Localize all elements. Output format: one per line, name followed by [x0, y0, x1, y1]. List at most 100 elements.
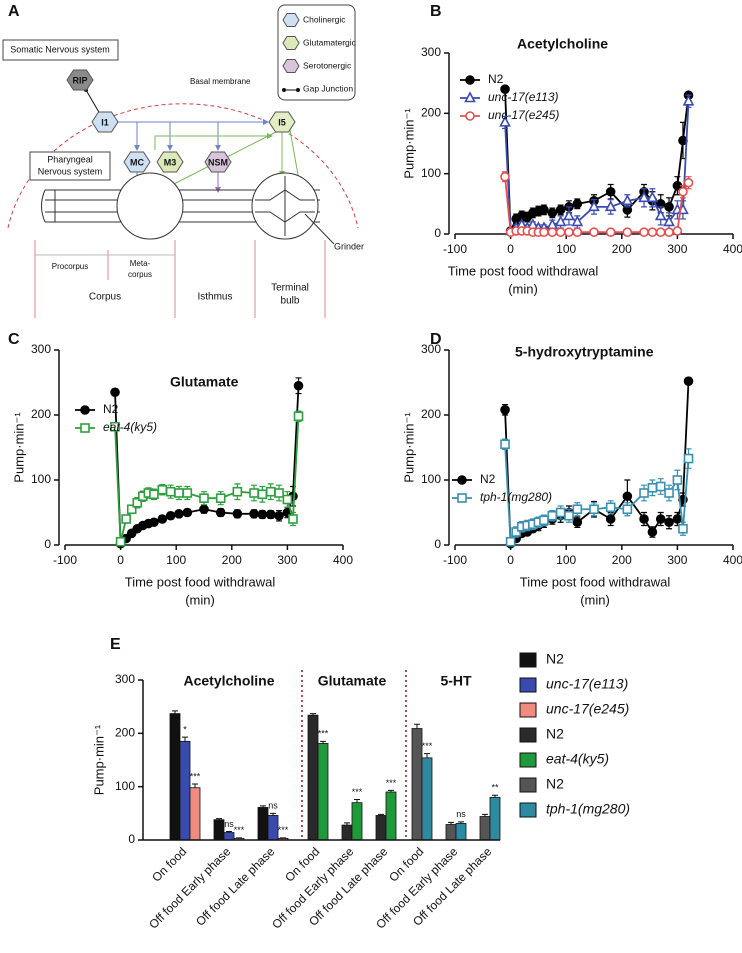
- y-tick-label: 100: [421, 472, 441, 486]
- point: [274, 510, 284, 521]
- point: [174, 508, 184, 519]
- group-title: 5-HT: [440, 673, 472, 689]
- point: [499, 115, 511, 127]
- legend-marker: [80, 423, 90, 433]
- point: [149, 489, 159, 500]
- y-axis-label: Pump·min⁻¹: [11, 412, 26, 483]
- x-tick-label: 200: [612, 553, 632, 567]
- y-tick-label: 100: [31, 472, 51, 486]
- point: [647, 482, 658, 493]
- x-tick-label: 300: [667, 553, 687, 567]
- x-tick-label: 200: [222, 553, 242, 567]
- legend-label: Cholinergic: [303, 14, 346, 24]
- y-tick-label: 0: [434, 537, 441, 551]
- point: [182, 507, 193, 518]
- point: [132, 497, 143, 508]
- error-bar: [320, 740, 326, 744]
- bar: [267, 815, 279, 841]
- diagram-legend: [277, 4, 356, 101]
- point: [500, 84, 510, 94]
- error-bar: [448, 821, 454, 825]
- point: [589, 504, 599, 515]
- bar: [169, 713, 181, 841]
- legend-swatch: [519, 777, 537, 793]
- legend-swatch: [519, 652, 537, 668]
- point: [157, 484, 168, 495]
- region-label: corpus: [128, 270, 152, 279]
- basal-label: Basal membrane: [190, 77, 251, 86]
- point: [647, 527, 658, 537]
- point: [546, 218, 559, 230]
- point: [505, 536, 516, 547]
- region-label: Terminal: [271, 283, 309, 294]
- x-axis-label: Time post food withdrawal: [125, 574, 276, 589]
- panel-label: A: [8, 3, 20, 20]
- point: [215, 507, 226, 518]
- point: [199, 493, 209, 504]
- panel-label: D: [430, 331, 442, 348]
- bar: [223, 832, 235, 841]
- point: [257, 489, 268, 500]
- bar: [445, 824, 457, 841]
- point: [149, 517, 159, 528]
- point: [683, 177, 694, 188]
- bar: [455, 823, 467, 841]
- significance: ***: [386, 778, 397, 788]
- point: [639, 514, 649, 524]
- point: [639, 488, 649, 498]
- point: [564, 227, 574, 237]
- bar: [179, 740, 191, 841]
- region-label: bulb: [281, 296, 300, 307]
- y-tick-label: 300: [421, 45, 441, 59]
- y-tick-label: 0: [128, 832, 135, 846]
- point: [539, 205, 549, 215]
- x-tick-label: 400: [723, 553, 742, 567]
- error-bar: [424, 753, 430, 758]
- y-tick-label: 200: [421, 106, 441, 120]
- neuron: [156, 151, 184, 173]
- point: [257, 509, 268, 520]
- x-tick-label: 100: [556, 242, 576, 256]
- series-line: [114, 385, 300, 546]
- point: [563, 209, 575, 221]
- significance: ***: [234, 825, 245, 835]
- point: [638, 191, 650, 203]
- neuron-label: MC: [130, 157, 144, 167]
- neuron: [91, 111, 119, 133]
- legend-label: N2: [103, 402, 119, 416]
- neuron-label: I1: [101, 117, 109, 127]
- pharyngeal-box: [29, 151, 111, 181]
- x-tick-label: 300: [667, 242, 687, 256]
- error-bar: [192, 783, 198, 788]
- x-tick-label: 0: [507, 553, 514, 567]
- point: [500, 404, 510, 415]
- region-lines: [34, 240, 326, 318]
- y-tick-label: 100: [115, 779, 135, 793]
- error-bar: [344, 822, 350, 826]
- panel-label: C: [8, 331, 20, 348]
- point: [282, 494, 293, 505]
- point: [605, 514, 616, 524]
- error-bar: [182, 736, 188, 742]
- chart-title: 5-hydroxytryptamine: [515, 344, 654, 360]
- legend-label: Serotonergic: [303, 60, 352, 70]
- point: [293, 380, 304, 391]
- x-axis-label: (min): [508, 281, 538, 296]
- legend-label: unc-17(e245): [488, 108, 559, 122]
- pharynx: [41, 172, 320, 240]
- error-bar: [310, 713, 316, 716]
- y-axis-label: Pump·min⁻¹: [91, 724, 106, 795]
- legend-swatch: [519, 802, 537, 818]
- significance: **: [491, 783, 499, 793]
- x-axis-label: (min): [580, 592, 610, 607]
- y-tick-label: 100: [421, 166, 441, 180]
- point: [571, 215, 584, 227]
- point: [157, 514, 168, 524]
- point: [572, 199, 583, 209]
- legend-marker: [457, 493, 467, 503]
- chart-title: Glutamate: [170, 374, 239, 390]
- neuron-label: RIP: [72, 75, 87, 85]
- point: [182, 488, 193, 498]
- point: [165, 510, 176, 521]
- bar: [213, 819, 225, 841]
